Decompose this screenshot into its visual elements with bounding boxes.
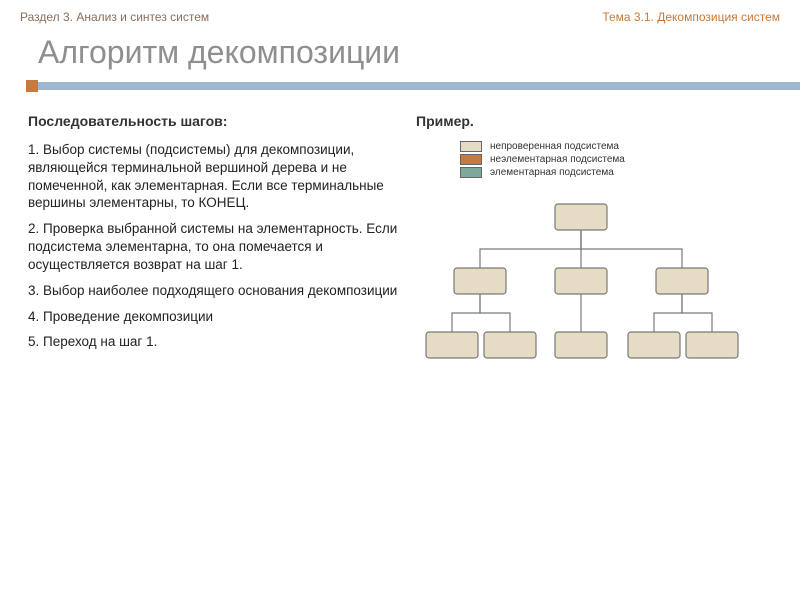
legend-row: неэлементарная подсистема <box>460 154 780 165</box>
tree-node <box>426 332 478 358</box>
accent-square-icon <box>26 80 38 92</box>
subhead-example: Пример. <box>416 113 780 129</box>
header-row: Раздел 3. Анализ и синтез систем Тема 3.… <box>0 0 800 28</box>
legend-swatch-icon <box>460 141 482 152</box>
column-steps: Последовательность шагов: 1. Выбор систе… <box>28 113 398 396</box>
header-section: Раздел 3. Анализ и синтез систем <box>20 10 209 24</box>
step-item: 4. Проведение декомпозиции <box>28 308 398 326</box>
divider-bar <box>38 82 800 90</box>
step-item: 2. Проверка выбранной системы на элемент… <box>28 220 398 273</box>
content: Последовательность шагов: 1. Выбор систе… <box>0 91 800 396</box>
tree-edge <box>480 230 581 268</box>
tree-edge <box>480 294 510 332</box>
page-title: Алгоритм декомпозиции <box>0 28 800 81</box>
header-topic: Тема 3.1. Декомпозиция систем <box>602 10 780 24</box>
tree-node <box>686 332 738 358</box>
tree-node <box>656 268 708 294</box>
subhead-steps: Последовательность шагов: <box>28 113 398 129</box>
tree-node <box>555 204 607 230</box>
steps-list: 1. Выбор системы (подсистемы) для декомп… <box>28 141 398 351</box>
tree-edge <box>452 294 480 332</box>
legend-row: непроверенная подсистема <box>460 141 780 152</box>
tree-edge <box>581 230 682 268</box>
legend-row: элементарная подсистема <box>460 167 780 178</box>
tree-diagram <box>416 196 746 396</box>
tree-node <box>484 332 536 358</box>
tree-node <box>555 268 607 294</box>
column-example: Пример. непроверенная подсистема неэлемен… <box>416 113 780 396</box>
legend-label: неэлементарная подсистема <box>490 154 625 165</box>
tree-edge <box>682 294 712 332</box>
tree-node <box>555 332 607 358</box>
legend-label: непроверенная подсистема <box>490 141 619 152</box>
divider <box>0 81 800 91</box>
step-item: 3. Выбор наиболее подходящего основания … <box>28 282 398 300</box>
step-item: 1. Выбор системы (подсистемы) для декомп… <box>28 141 398 212</box>
legend-label: элементарная подсистема <box>490 167 614 178</box>
tree-node <box>628 332 680 358</box>
legend-swatch-icon <box>460 154 482 165</box>
legend-swatch-icon <box>460 167 482 178</box>
tree-node <box>454 268 506 294</box>
step-item: 5. Переход на шаг 1. <box>28 333 398 351</box>
tree-edge <box>654 294 682 332</box>
legend: непроверенная подсистема неэлементарная п… <box>460 141 780 178</box>
